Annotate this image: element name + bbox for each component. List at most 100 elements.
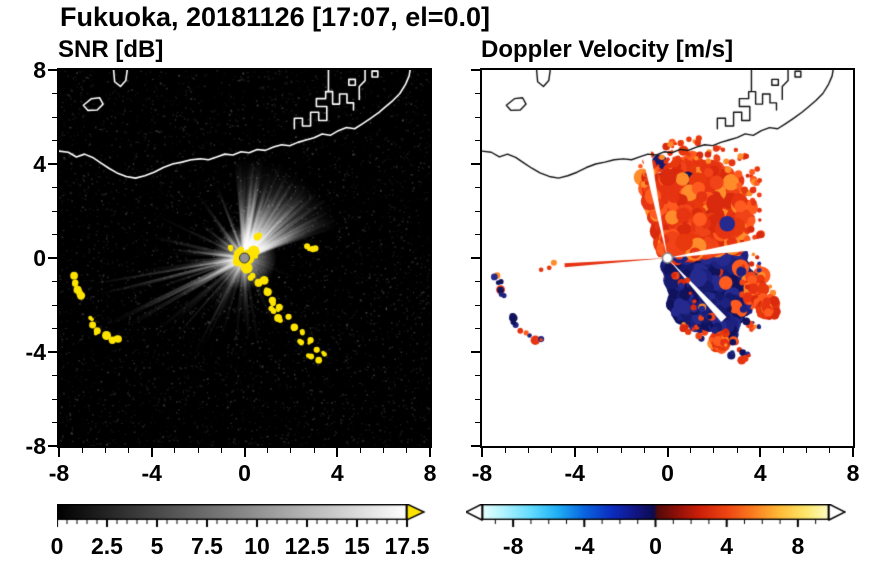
y-minor-tick [475, 328, 480, 329]
x-major-tick [243, 448, 246, 457]
y-minor-tick [475, 116, 480, 118]
x-minor-tick [406, 448, 408, 453]
y-minor-tick [475, 422, 480, 423]
y-minor-tick [475, 93, 480, 94]
y-major-tick [471, 445, 480, 447]
y-minor-tick [475, 140, 480, 141]
x-axis-tick-label: -4 [564, 460, 585, 486]
y-major-tick [48, 69, 57, 71]
x-minor-tick [806, 448, 808, 453]
y-major-tick [471, 163, 480, 165]
y-minor-tick [475, 375, 480, 376]
snr-colorbar-label: 5 [150, 533, 164, 559]
snr-radar-image [59, 70, 430, 446]
y-axis-tick-label: 4 [33, 151, 46, 177]
y-axis-tick-label: -4 [25, 339, 46, 365]
snr-colorbar-label: 0 [50, 533, 64, 559]
x-minor-tick [359, 448, 361, 453]
x-axis-tick-label: 0 [661, 460, 674, 486]
x-major-tick [429, 448, 431, 457]
x-minor-tick [197, 448, 199, 453]
y-minor-tick [52, 116, 57, 118]
x-major-tick [481, 448, 483, 457]
x-major-tick [759, 448, 762, 457]
y-axis-tick-label: -8 [25, 433, 46, 459]
x-major-tick [573, 448, 576, 457]
y-minor-tick [52, 422, 57, 423]
x-minor-tick [128, 448, 130, 453]
y-minor-tick [52, 375, 57, 376]
vel-colorbar-label: 0 [649, 533, 662, 559]
y-major-tick [48, 257, 57, 259]
y-minor-tick [52, 304, 57, 306]
vel-colorbar [466, 504, 846, 530]
page-title: Fukuoka, 20181126 [17:07, el=0.0] [60, 2, 491, 32]
snr-colorbar [57, 504, 427, 530]
y-minor-tick [52, 140, 57, 141]
x-major-tick [58, 448, 60, 457]
y-axis-tick-label: 0 [33, 245, 46, 271]
x-minor-tick [174, 448, 176, 453]
snr-colorbar-label: 12.5 [284, 533, 330, 559]
x-axis-tick-label: 4 [753, 460, 767, 486]
x-minor-tick [267, 448, 269, 453]
x-minor-tick [551, 448, 553, 453]
x-minor-tick [313, 448, 315, 453]
x-major-tick [666, 448, 669, 457]
y-minor-tick [52, 328, 57, 329]
y-axis-tick-label: 8 [33, 57, 46, 83]
x-minor-tick [220, 448, 222, 453]
vel-colorbar-label: -8 [502, 533, 524, 559]
snr-colorbar-label: 2.5 [91, 533, 123, 559]
vel-colorbar-label: 8 [791, 533, 805, 559]
y-minor-tick [52, 93, 57, 94]
x-minor-tick [829, 448, 831, 453]
x-axis-tick-label: -8 [471, 460, 493, 486]
x-minor-tick [504, 448, 506, 453]
x-axis-tick-label: -4 [141, 460, 162, 486]
y-minor-tick [52, 210, 57, 212]
snr-colorbar-label: 15 [344, 533, 370, 559]
x-minor-tick [104, 448, 106, 453]
x-minor-tick [383, 448, 385, 453]
x-minor-tick [643, 448, 645, 453]
vel-radar-image [482, 70, 853, 446]
x-minor-tick [736, 448, 738, 453]
y-minor-tick [475, 187, 480, 188]
vel-plot-panel [480, 68, 855, 448]
y-minor-tick [475, 398, 480, 400]
y-major-tick [471, 257, 480, 259]
x-minor-tick [782, 448, 784, 453]
x-minor-tick [690, 448, 692, 453]
x-minor-tick [290, 448, 292, 453]
x-axis-tick-label: 4 [330, 460, 344, 486]
y-minor-tick [52, 398, 57, 400]
x-major-tick [336, 448, 339, 457]
y-major-tick [48, 445, 57, 447]
snr-colorbar-label: 17.5 [384, 533, 430, 559]
y-minor-tick [52, 187, 57, 188]
vel-panel-title: Doppler Velocity [m/s] [481, 36, 734, 63]
x-axis-tick-label: 0 [238, 460, 251, 486]
x-axis-tick-label: 8 [846, 460, 860, 486]
x-minor-tick [527, 448, 529, 453]
x-axis-tick-label: 8 [423, 460, 437, 486]
y-minor-tick [52, 281, 57, 282]
x-minor-tick [81, 448, 83, 453]
y-major-tick [48, 351, 57, 353]
x-major-tick [150, 448, 153, 457]
snr-colorbar-label: 10 [244, 533, 270, 559]
x-minor-tick [713, 448, 715, 453]
y-minor-tick [475, 281, 480, 282]
snr-plot-panel [57, 68, 432, 448]
y-minor-tick [475, 304, 480, 306]
x-major-tick [852, 448, 854, 457]
vel-colorbar-label: 4 [720, 533, 734, 559]
y-major-tick [471, 69, 480, 71]
y-minor-tick [475, 234, 480, 235]
x-minor-tick [620, 448, 622, 453]
snr-panel-title: SNR [dB] [58, 36, 164, 63]
y-minor-tick [475, 210, 480, 212]
y-minor-tick [52, 234, 57, 235]
